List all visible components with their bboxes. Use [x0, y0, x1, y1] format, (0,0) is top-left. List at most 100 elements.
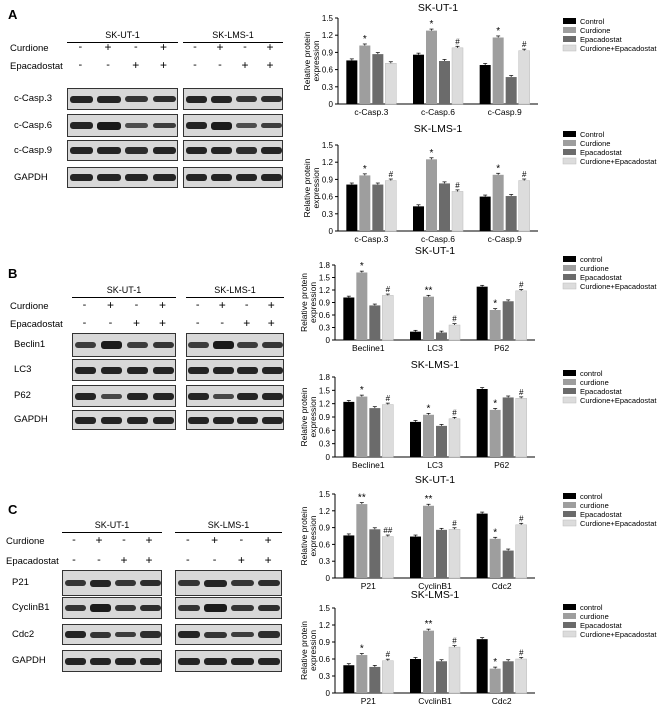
blot-band	[212, 341, 234, 349]
blot-band	[188, 392, 210, 400]
blot-band	[152, 147, 177, 154]
treatment-sign: -	[82, 299, 87, 311]
protein-label: c-Casp.9	[14, 144, 53, 156]
blot-band	[210, 121, 232, 130]
legend-swatch	[563, 613, 576, 619]
blot-band	[97, 147, 121, 154]
bar	[515, 290, 527, 341]
treatment-label: Epacadostat	[10, 319, 63, 330]
blot-band	[212, 366, 234, 374]
legend-label: Epacadostat	[580, 621, 623, 630]
legend-swatch	[563, 140, 576, 146]
blot-band	[210, 147, 232, 154]
y-tick-label: 1.2	[319, 621, 331, 630]
blot-band	[235, 174, 257, 181]
x-tick-label: P62	[494, 343, 509, 353]
y-axis-label: Relative protein	[302, 158, 312, 217]
protein-label: GAPDH	[14, 414, 48, 425]
y-tick-label: 0.3	[319, 672, 331, 681]
legend-label: control	[580, 492, 603, 501]
legend-swatch	[563, 274, 576, 280]
significance-mark: *	[430, 148, 434, 159]
treatment-sign: -	[108, 317, 113, 329]
y-tick-label: 0	[329, 100, 334, 109]
x-tick-label: CyclinB1	[418, 581, 452, 591]
y-tick-label: 0.3	[319, 324, 331, 333]
cell-line-title: SK-LMS-1	[212, 30, 254, 40]
legend-swatch	[563, 604, 576, 610]
significance-mark: **	[425, 494, 433, 505]
bar	[515, 658, 527, 694]
bar	[385, 180, 397, 232]
bar	[423, 630, 434, 693]
significance-mark: #	[519, 514, 524, 523]
blot-band	[188, 342, 210, 348]
blot-band	[152, 95, 177, 103]
legend-swatch	[562, 157, 577, 165]
significance-mark: *	[430, 19, 434, 30]
bar	[479, 196, 491, 231]
blot-band	[64, 580, 86, 586]
y-tick-label: 1.5	[322, 14, 334, 23]
y-axis-label: Relative protein	[302, 31, 312, 90]
bar	[492, 37, 504, 104]
legend-swatch	[563, 18, 576, 24]
y-tick-label: 0	[329, 227, 334, 236]
y-tick-label: 0.9	[319, 299, 331, 308]
bar	[369, 529, 381, 578]
treatment-sign: +	[106, 298, 114, 312]
blot-strip	[67, 140, 178, 161]
significance-mark: #	[522, 40, 527, 49]
significance-mark: #	[455, 181, 460, 190]
x-tick-label: LC3	[427, 460, 443, 470]
bar	[451, 191, 464, 232]
blot-band	[152, 416, 175, 424]
bar	[476, 639, 488, 693]
blot-strip	[183, 167, 283, 188]
bar	[372, 184, 384, 231]
cell-line-title: SK-LMS-1	[207, 520, 250, 530]
x-tick-label: c-Casp.3	[354, 234, 388, 244]
cell-line-title: SK-UT-1	[105, 30, 140, 40]
legend-swatch	[563, 36, 576, 42]
bar	[505, 196, 517, 231]
bar	[436, 661, 447, 693]
blot-band	[204, 604, 227, 612]
blot-strip	[186, 410, 284, 430]
blot-band	[69, 147, 93, 154]
y-tick-label: 1.5	[319, 490, 331, 499]
legend-swatch	[562, 282, 577, 290]
blot-band	[257, 631, 281, 638]
blot-band	[261, 342, 283, 348]
y-tick-label: 0	[326, 689, 331, 698]
bar	[439, 183, 450, 231]
treatment-sign: +	[216, 40, 224, 54]
blot-band	[74, 416, 97, 424]
cell-line-underline	[183, 42, 283, 43]
blot-strip	[175, 570, 282, 596]
blot-band	[126, 416, 149, 424]
blot-band	[235, 96, 257, 102]
bar	[436, 529, 447, 578]
bar	[385, 63, 397, 105]
blot-band	[100, 341, 123, 349]
blot-band	[89, 657, 111, 665]
bar	[518, 180, 530, 232]
protein-label: c-Casp.6	[14, 119, 53, 131]
blot-band	[204, 579, 227, 587]
blot-band	[139, 579, 161, 587]
chart-title: SK-UT-1	[418, 2, 458, 14]
blot-band	[126, 366, 149, 374]
blot-band	[188, 416, 210, 424]
bar	[382, 536, 394, 579]
panel-label-a: A	[8, 7, 18, 22]
blot-strip	[67, 114, 178, 137]
legend-label: curdione	[580, 501, 609, 510]
legend-swatch	[562, 519, 577, 527]
blot-strip	[183, 88, 283, 110]
bar	[451, 47, 464, 105]
blot-band	[185, 122, 207, 129]
blot-band	[210, 174, 232, 181]
protein-label: CyclinB1	[12, 602, 50, 613]
bar	[343, 535, 355, 578]
